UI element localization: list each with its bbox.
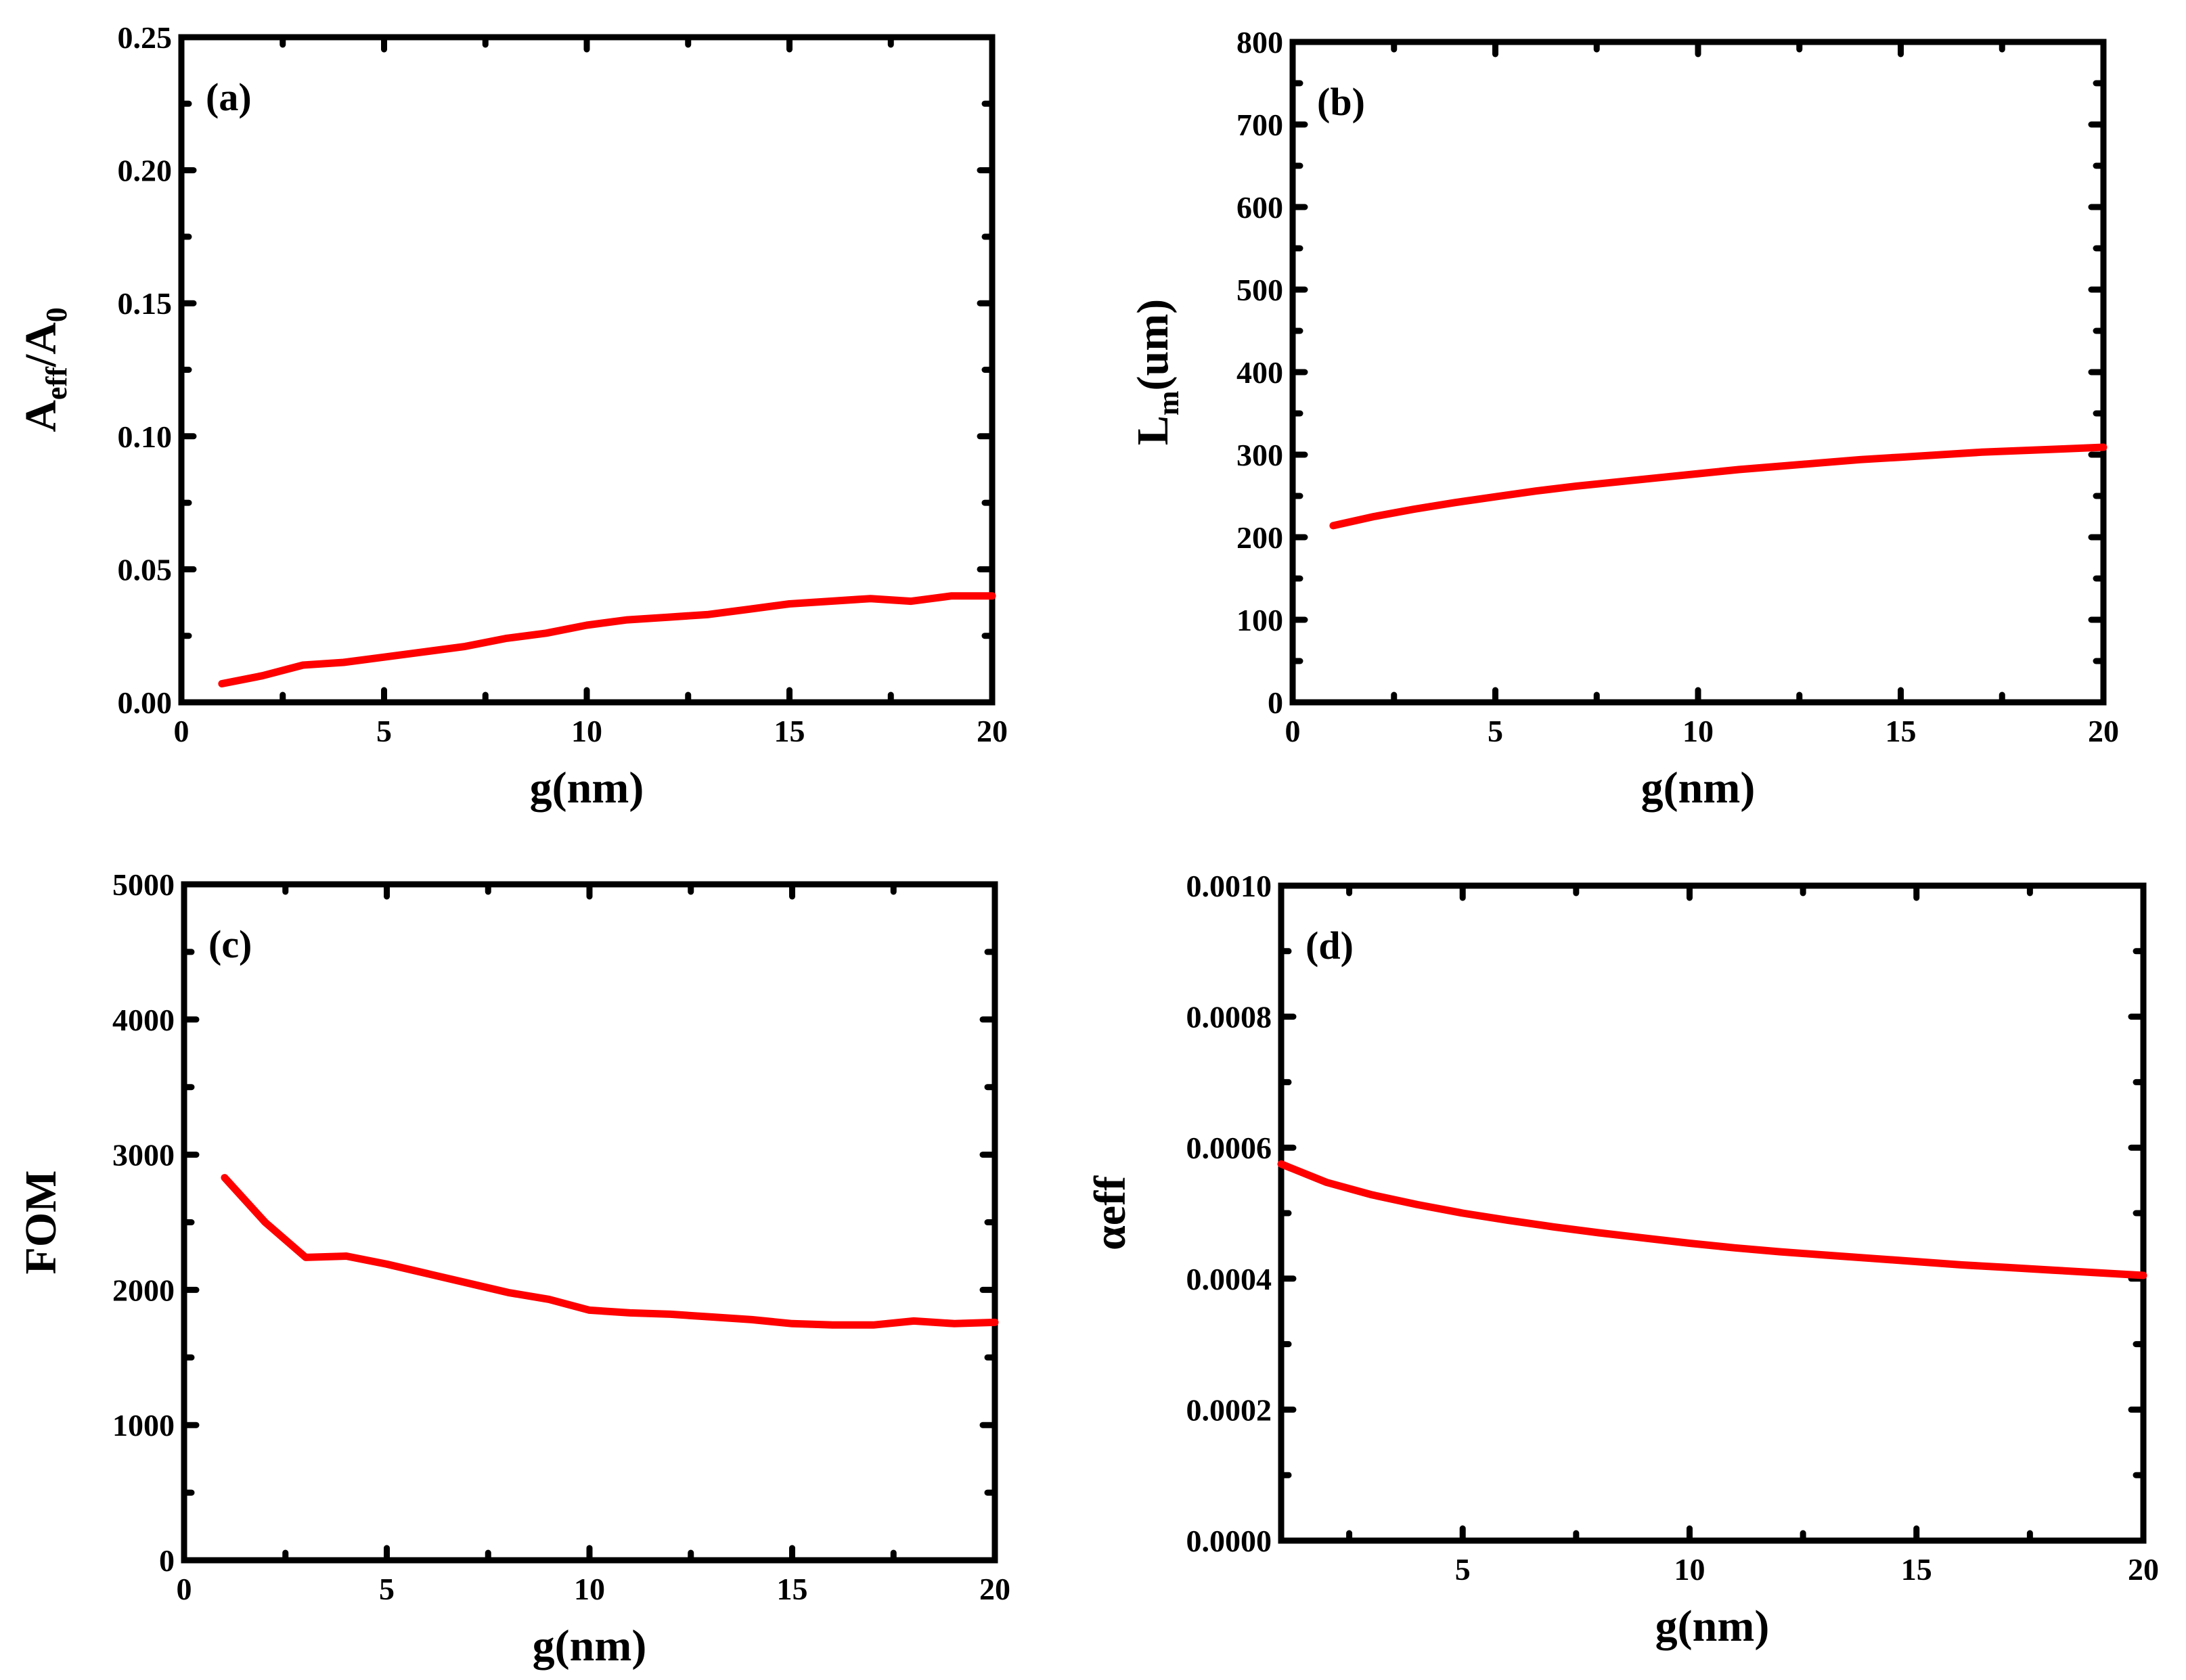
y-tick-label: 2000 xyxy=(112,1273,175,1307)
y-tick-label: 4000 xyxy=(112,1003,175,1037)
y-axis-title-text: A xyxy=(16,400,66,432)
panel-c: 0 5 10 15 20 0 1000 2000 3000 4000 5000 g(nm) FOM (c) xyxy=(16,867,1010,1671)
series-line xyxy=(221,1174,999,1329)
x-tick-label: 5 xyxy=(376,714,392,748)
x-tick-label: 0 xyxy=(174,714,189,748)
x-tick-label: 15 xyxy=(777,1572,808,1606)
y-axis-title: Lm(um) xyxy=(1128,299,1185,445)
y-tick-label: 0.25 xyxy=(118,20,173,55)
plot-frame xyxy=(1289,39,2107,706)
y-tick-label: 500 xyxy=(1236,273,1283,307)
y-tick-label: 0.05 xyxy=(118,552,173,587)
panel-b: 0 5 10 15 200100200300400500600700800g(nm)Lm… xyxy=(1128,25,2119,813)
y-axis-title-subscript: eff xyxy=(40,366,73,400)
y-axis-title: αeff xyxy=(1086,1175,1135,1250)
plot-frame xyxy=(1278,882,2147,1544)
y-tick-label: 5000 xyxy=(112,867,175,902)
x-tick-label: 5 xyxy=(1488,714,1503,748)
series-line xyxy=(1329,443,2107,530)
y-tick-label: 800 xyxy=(1236,25,1283,60)
y-tick-label: 700 xyxy=(1236,108,1283,142)
x-tick-label: 5 xyxy=(379,1572,395,1606)
x-tick-label: 15 xyxy=(1886,714,1917,748)
y-tick-label: 0.10 xyxy=(118,419,173,454)
y-tick-label: 0 xyxy=(159,1543,175,1578)
y-tick-label: 200 xyxy=(1236,520,1283,555)
y-axis-title-subscript: m xyxy=(1152,390,1185,415)
x-tick-label: 0 xyxy=(1285,714,1301,748)
panel-label: (c) xyxy=(208,922,252,966)
y-axis-title-text: L xyxy=(1128,415,1178,445)
panel-a: 0 5 10 15 20 0.00 0.05 0.10 0.15 0.20 0.25 g(nm) Aef… xyxy=(16,20,1008,813)
panel-d: 5 10 15 20 0.0000 0.0002 0.0004 0.0006 0.0008 0.0… xyxy=(1086,869,2159,1651)
y-tick-label: 0.00 xyxy=(118,685,173,720)
y-tick-label: 0.20 xyxy=(118,154,173,188)
y-tick-label: 3000 xyxy=(112,1138,175,1173)
y-axis-title: Aeff/A0 xyxy=(16,307,73,432)
y-tick-label: 400 xyxy=(1236,355,1283,390)
y-axis-title-text: (um) xyxy=(1128,299,1178,391)
x-axis-title: g(nm) xyxy=(1655,1602,1770,1651)
x-tick-label: 5 xyxy=(1455,1552,1471,1587)
x-tick-label: 15 xyxy=(774,714,805,748)
x-tick-label: 10 xyxy=(574,1572,605,1606)
y-tick-label: 0 xyxy=(1268,685,1283,720)
plot-frame xyxy=(181,881,998,1564)
y-axis-title: FOM xyxy=(16,1171,66,1275)
y-tick-label: 0.0000 xyxy=(1186,1524,1272,1558)
x-tick-label: 0 xyxy=(177,1572,192,1606)
x-tick-label: 15 xyxy=(1901,1552,1932,1587)
y-tick-label: 0.0010 xyxy=(1186,869,1272,903)
y-tick-label: 0.0002 xyxy=(1186,1392,1272,1427)
y-tick-label: 1000 xyxy=(112,1408,175,1443)
y-axis-title-text: FOM xyxy=(16,1171,66,1275)
x-tick-label: 10 xyxy=(1674,1552,1705,1587)
x-tick-label: 10 xyxy=(571,714,602,748)
y-tick-label: 0.0004 xyxy=(1186,1262,1272,1296)
plot-frame xyxy=(178,34,996,706)
x-axis-title: g(nm) xyxy=(1641,763,1756,813)
x-axis-title: g(nm) xyxy=(533,1621,647,1671)
y-tick-label: 100 xyxy=(1236,603,1283,637)
x-axis-title: g(nm) xyxy=(530,763,644,813)
y-tick-label: 0.15 xyxy=(118,286,173,321)
y-axis-title-text: /A xyxy=(16,322,66,367)
x-tick-label: 20 xyxy=(977,714,1008,748)
y-axis-title-subscript: 0 xyxy=(40,307,73,322)
y-tick-label: 0.0006 xyxy=(1186,1131,1272,1165)
series-line xyxy=(218,592,996,687)
x-tick-label: 20 xyxy=(979,1572,1010,1606)
panel-label: (d) xyxy=(1306,924,1354,968)
series-line xyxy=(1277,1160,2147,1279)
y-tick-label: 600 xyxy=(1236,190,1283,225)
panel-label: (a) xyxy=(206,75,252,119)
y-axis-title-text: αeff xyxy=(1086,1175,1135,1250)
x-tick-label: 20 xyxy=(2128,1552,2159,1587)
y-tick-label: 300 xyxy=(1236,438,1283,472)
x-tick-label: 20 xyxy=(2088,714,2119,748)
panel-label: (b) xyxy=(1317,80,1365,124)
y-tick-label: 0.0008 xyxy=(1186,1000,1272,1035)
x-tick-label: 10 xyxy=(1682,714,1714,748)
